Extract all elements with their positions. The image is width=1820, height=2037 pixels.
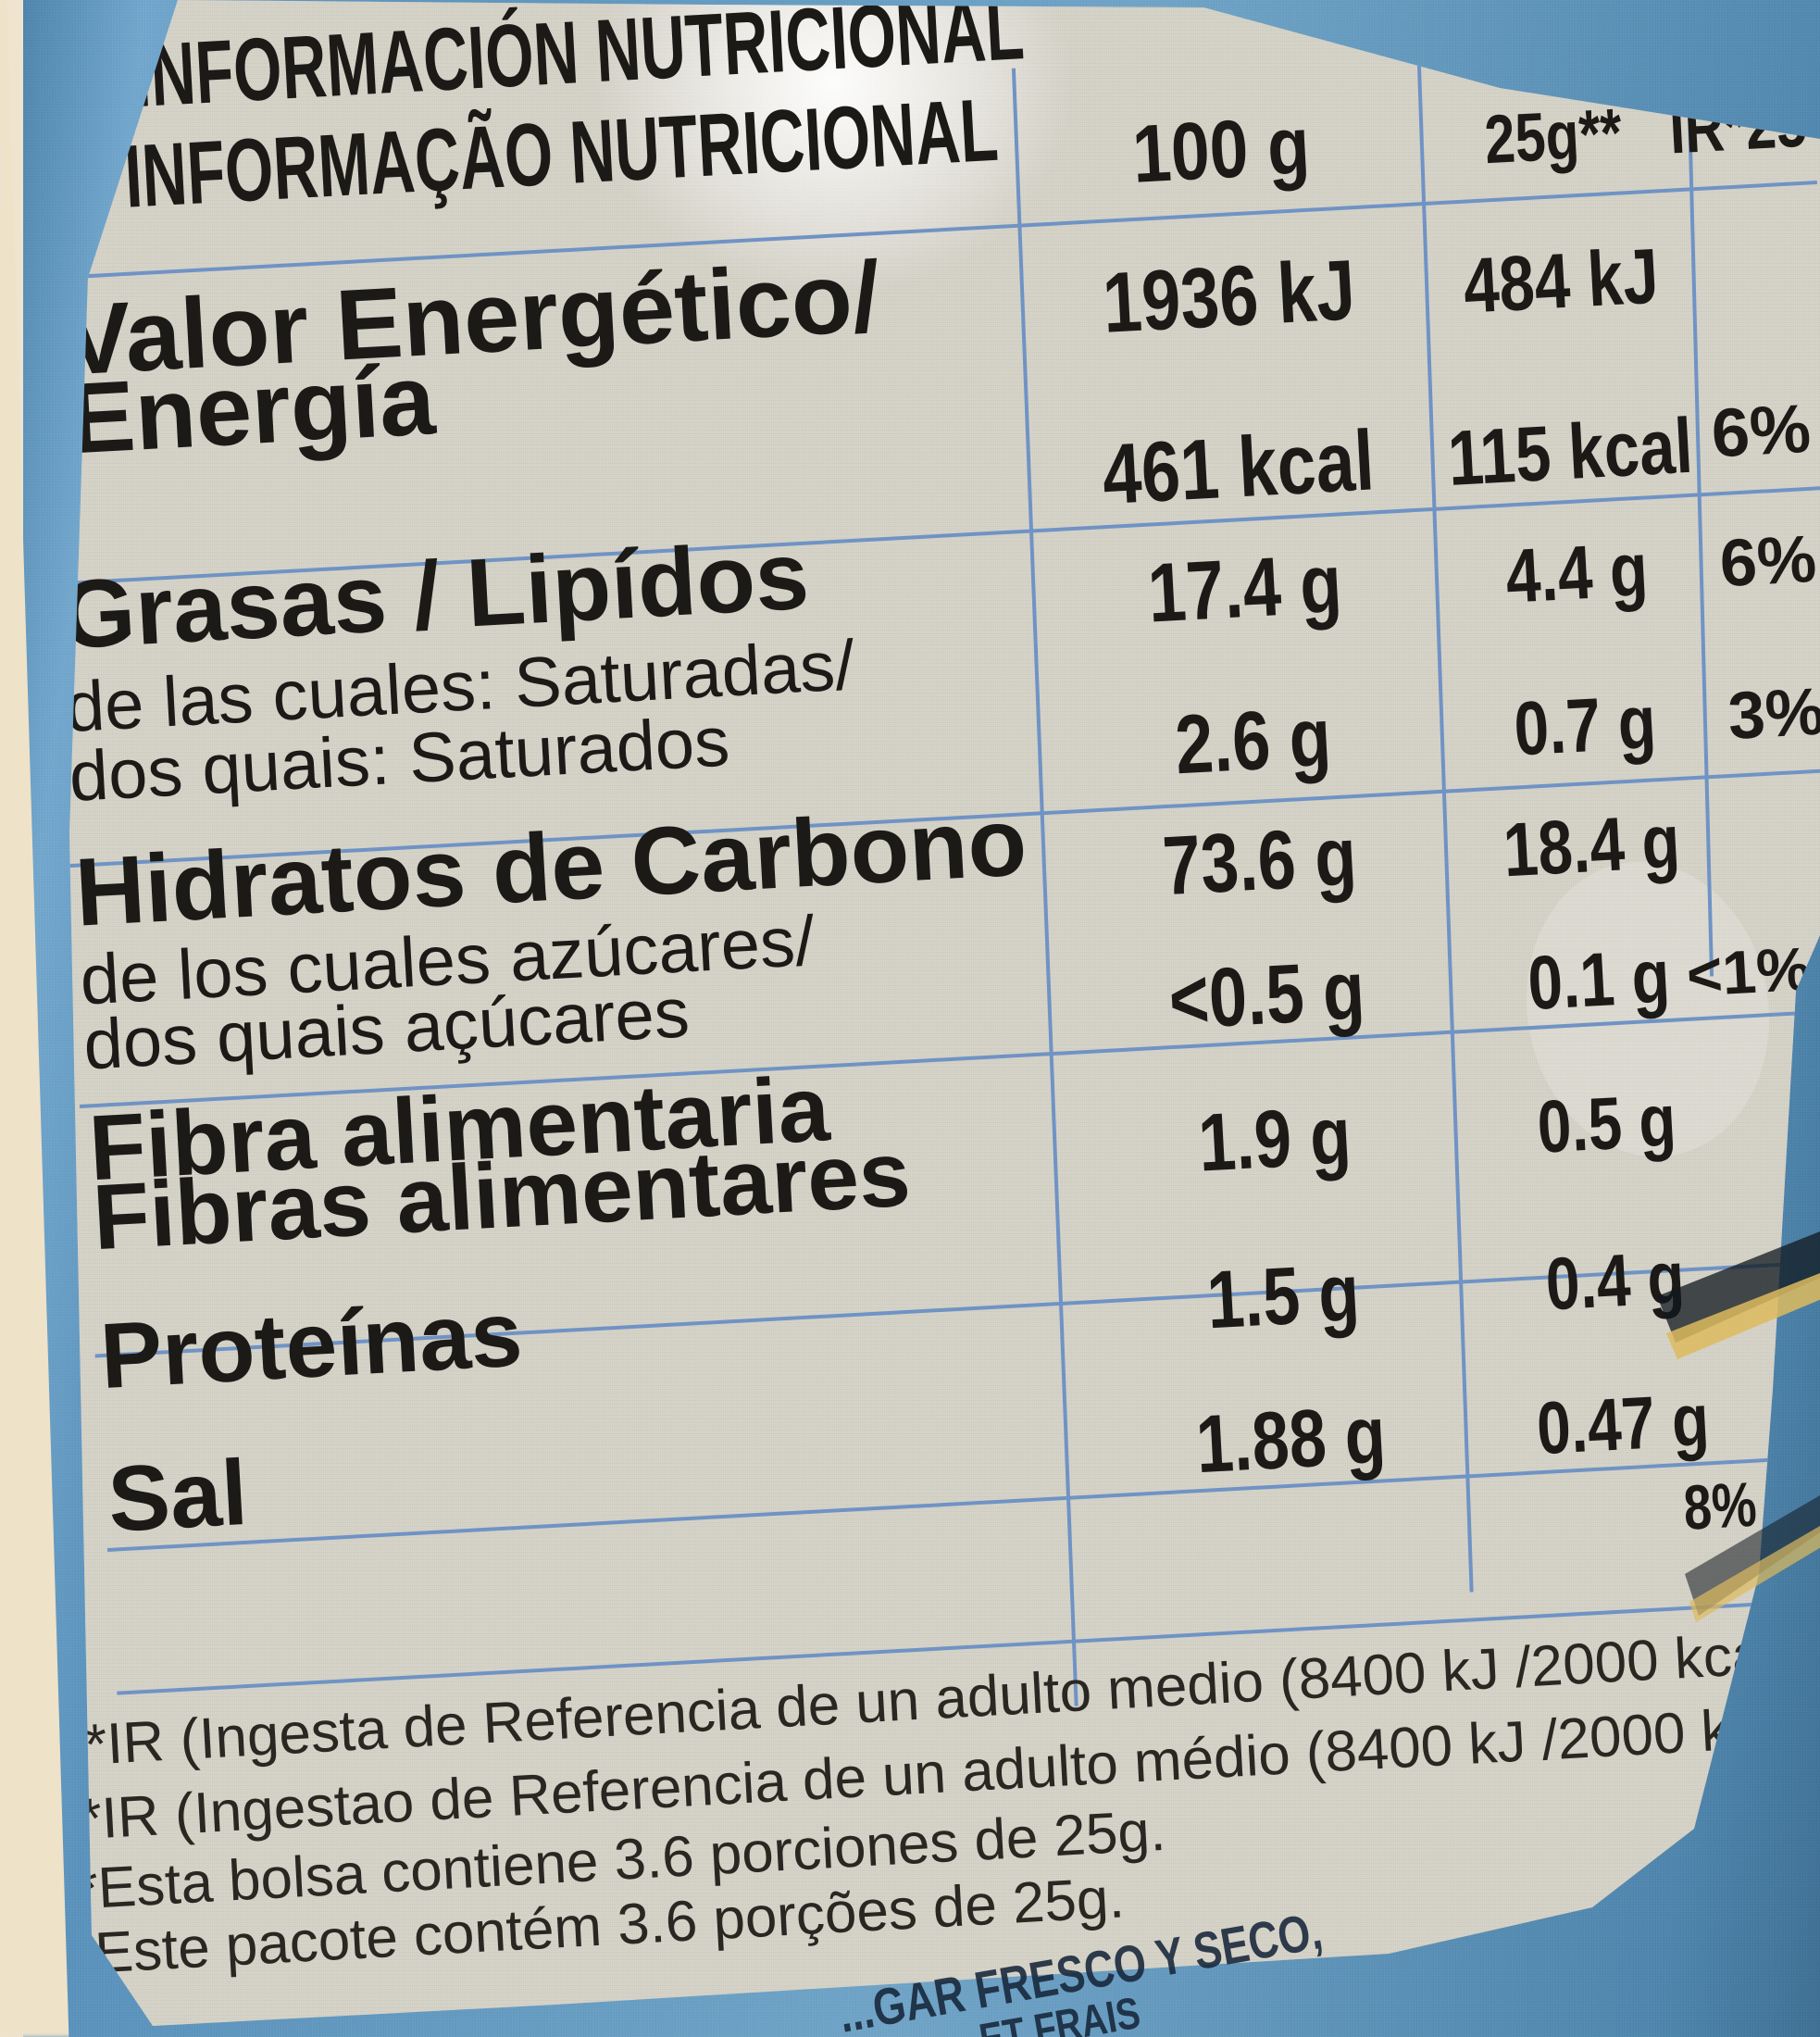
- svg-text:Energía: Energía: [66, 343, 439, 474]
- svg-text:1936 kJ: 1936 kJ: [1101, 242, 1358, 350]
- svg-text:25g**: 25g**: [1483, 94, 1625, 179]
- svg-text:100 g: 100 g: [1130, 100, 1312, 200]
- svg-text:8%: 8%: [1682, 1469, 1759, 1543]
- svg-text:0.5 g: 0.5 g: [1535, 1079, 1677, 1169]
- svg-text:0.7 g: 0.7 g: [1512, 679, 1658, 771]
- svg-text:<1%: <1%: [1685, 934, 1813, 1009]
- svg-text:3%: 3%: [1727, 674, 1820, 754]
- svg-text:17.4 g: 17.4 g: [1146, 538, 1344, 641]
- svg-text:2.6 g: 2.6 g: [1173, 692, 1333, 792]
- svg-text:1.88 g: 1.88 g: [1194, 1390, 1389, 1491]
- svg-text:4.4 g: 4.4 g: [1503, 526, 1650, 619]
- svg-text:IR*25: IR*25: [1667, 84, 1808, 169]
- svg-text:1.5 g: 1.5 g: [1204, 1247, 1362, 1346]
- svg-text:Sal: Sal: [106, 1441, 250, 1552]
- svg-text:0.47 g: 0.47 g: [1535, 1378, 1712, 1470]
- svg-text:73.6 g: 73.6 g: [1161, 810, 1359, 913]
- svg-text:<0.5 g: <0.5 g: [1166, 944, 1366, 1047]
- svg-text:0.1 g: 0.1 g: [1526, 933, 1672, 1026]
- svg-text:484 kJ: 484 kJ: [1462, 232, 1661, 330]
- svg-text:115 kcal: 115 kcal: [1446, 402, 1695, 502]
- svg-text:18.4 g: 18.4 g: [1502, 798, 1682, 893]
- svg-text:6%: 6%: [1710, 390, 1813, 472]
- svg-text:461 kcal: 461 kcal: [1100, 412, 1377, 522]
- svg-text:1.9 g: 1.9 g: [1196, 1090, 1353, 1189]
- svg-text:6%: 6%: [1718, 522, 1818, 602]
